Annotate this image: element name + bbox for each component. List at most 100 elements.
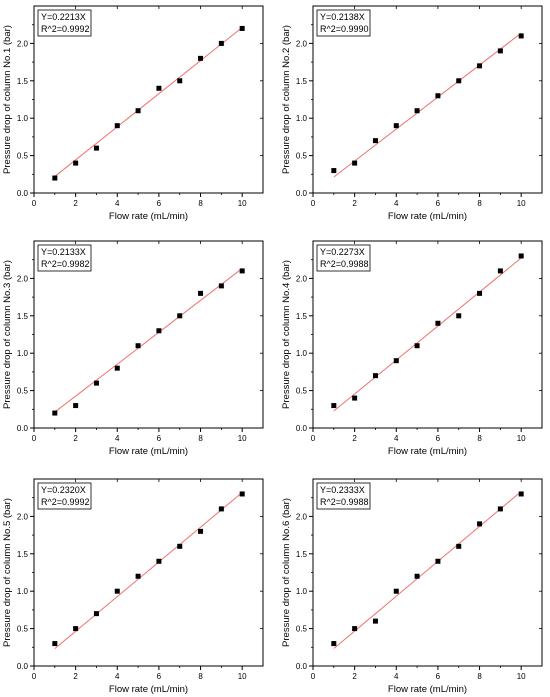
y-axis-label: Pressure drop of column No.6 (bar) — [281, 498, 292, 647]
x-tick-label: 6 — [436, 434, 441, 443]
x-tick-label: 6 — [157, 199, 162, 208]
y-tick-label: 1.0 — [296, 114, 308, 123]
x-tick-label: 6 — [436, 672, 441, 681]
y-tick-label: 0.0 — [17, 662, 29, 671]
x-tick-label: 2 — [352, 672, 357, 681]
y-tick-label: 1.0 — [17, 349, 29, 358]
chart-panel-4: 0 2 4 6 8 10 0.0 0.5 1.0 1.5 2.0 Flow rate (mL/min)… — [281, 240, 543, 457]
data-point — [135, 343, 141, 349]
data-point — [156, 558, 162, 564]
x-tick-label: 10 — [517, 672, 526, 681]
y-tick-label: 1.5 — [17, 77, 29, 86]
y-tick-label: 0.5 — [17, 387, 29, 396]
data-point — [239, 25, 245, 31]
equation-box — [37, 482, 92, 510]
data-point — [518, 33, 524, 39]
y-axis-label: Pressure drop of column No.2 (bar) — [281, 25, 292, 174]
y-tick-label: 2.0 — [17, 39, 29, 48]
y-tick-label: 2.0 — [296, 39, 308, 48]
data-point — [331, 168, 337, 174]
data-point — [435, 558, 441, 564]
data-point — [352, 626, 358, 632]
fit-line — [54, 492, 243, 650]
y-tick-label: 0.5 — [296, 387, 308, 396]
x-tick-label: 6 — [157, 434, 162, 443]
x-tick-label: 4 — [394, 434, 399, 443]
x-axis-label: Flow rate (mL/min) — [109, 446, 188, 457]
data-point — [73, 403, 79, 409]
x-tick-label: 2 — [73, 199, 78, 208]
data-point — [497, 506, 503, 512]
x-tick-label: 6 — [157, 672, 162, 681]
y-tick-label: 2.0 — [17, 274, 29, 283]
y-axis-label: Pressure drop of column No.5 (bar) — [2, 498, 13, 647]
chart-panel-6: 0 2 4 6 8 10 0.0 0.5 1.0 1.5 2.0 Flow rate (mL/min)… — [281, 478, 543, 695]
equation-box — [316, 9, 371, 37]
data-point — [198, 55, 204, 61]
data-point — [198, 290, 204, 296]
data-point — [477, 521, 483, 527]
data-point — [114, 365, 120, 371]
data-point — [414, 108, 420, 114]
data-point — [93, 145, 99, 151]
data-point — [435, 320, 441, 326]
x-tick-label: 0 — [311, 672, 316, 681]
fit-line — [333, 491, 522, 649]
data-point — [52, 641, 58, 647]
data-point — [477, 290, 483, 296]
equation-text: Y=0.2133X — [41, 247, 86, 257]
y-axis-label: Pressure drop of column No.1 (bar) — [2, 25, 13, 174]
y-tick-label: 1.5 — [296, 77, 308, 86]
y-tick-label: 1.5 — [296, 312, 308, 321]
data-point — [352, 395, 358, 401]
x-tick-label: 8 — [198, 434, 203, 443]
y-tick-label: 0.0 — [296, 189, 308, 198]
chart-panel-3: 0 2 4 6 8 10 0.0 0.5 1.0 1.5 2.0 Flow rate (mL/min)… — [2, 240, 264, 457]
data-point — [73, 160, 79, 166]
data-point — [393, 123, 399, 129]
chart-panel-2: 0 2 4 6 8 10 0.0 0.5 1.0 1.5 2.0 Flow rate (mL/min)… — [281, 5, 543, 222]
y-tick-label: 0.0 — [17, 424, 29, 433]
data-point — [218, 506, 224, 512]
data-point — [218, 283, 224, 289]
data-point — [239, 491, 245, 497]
data-point — [156, 85, 162, 91]
r-squared-text: R^2=0.9988 — [320, 497, 369, 507]
y-tick-label: 0.5 — [17, 152, 29, 161]
data-point — [52, 410, 58, 416]
r-squared-text: R^2=0.9988 — [320, 259, 369, 269]
y-tick-label: 0.0 — [296, 662, 308, 671]
data-point — [497, 48, 503, 54]
x-tick-label: 8 — [198, 672, 203, 681]
data-point — [414, 573, 420, 579]
x-tick-label: 4 — [115, 199, 120, 208]
y-tick-label: 1.5 — [17, 550, 29, 559]
x-tick-label: 2 — [352, 199, 357, 208]
y-tick-label: 0.0 — [296, 424, 308, 433]
data-point — [456, 78, 462, 84]
x-tick-label: 4 — [394, 199, 399, 208]
x-tick-label: 8 — [198, 199, 203, 208]
y-tick-label: 2.0 — [17, 512, 29, 521]
data-point — [331, 403, 337, 409]
equation-box — [316, 244, 371, 272]
equation-text: Y=0.2320X — [41, 485, 86, 495]
data-point — [372, 618, 378, 624]
x-tick-label: 2 — [352, 434, 357, 443]
x-tick-label: 2 — [73, 434, 78, 443]
x-axis-label: Flow rate (mL/min) — [109, 211, 188, 222]
x-tick-label: 4 — [115, 672, 120, 681]
chart-panel-1: 0 2 4 6 8 10 0.0 0.5 1.0 1.5 2.0 Flow rate (mL/min)… — [2, 5, 264, 222]
x-tick-label: 8 — [477, 434, 482, 443]
data-point — [372, 138, 378, 144]
x-tick-label: 2 — [73, 672, 78, 681]
y-tick-label: 1.5 — [296, 550, 308, 559]
data-point — [518, 491, 524, 497]
y-tick-label: 2.0 — [296, 274, 308, 283]
data-point — [456, 313, 462, 319]
x-tick-label: 4 — [394, 672, 399, 681]
data-point — [135, 573, 141, 579]
equation-text: Y=0.2213X — [41, 12, 86, 22]
y-tick-label: 1.5 — [17, 312, 29, 321]
